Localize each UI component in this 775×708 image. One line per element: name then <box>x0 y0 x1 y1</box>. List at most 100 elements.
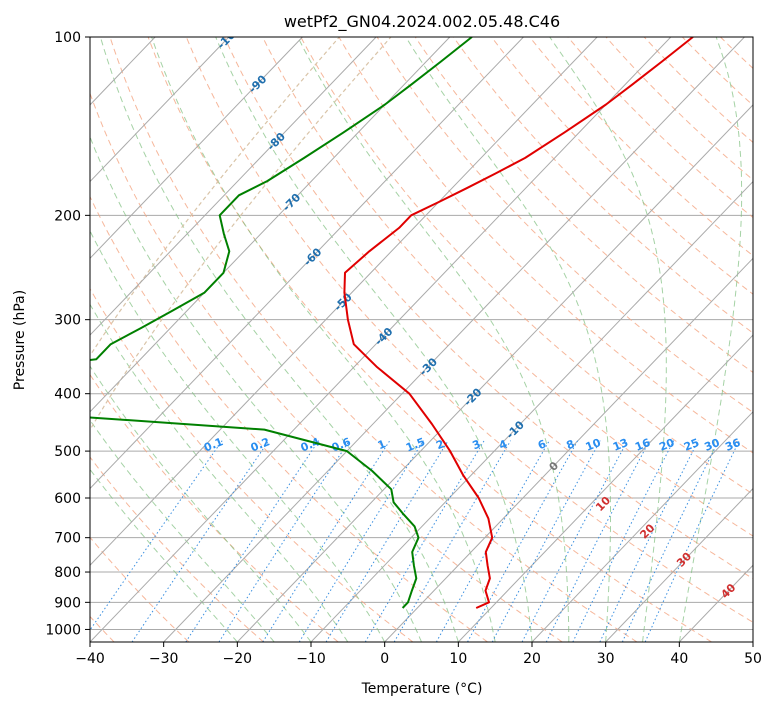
mixing-ratio-label: 0.1 <box>202 435 225 454</box>
isotherm <box>90 37 524 490</box>
mixing-ratio-label: 8 <box>565 437 577 452</box>
y-tick-label: 800 <box>54 565 81 581</box>
mixing-ratio-line <box>131 440 270 642</box>
mixing-ratio-label: 6 <box>536 437 548 452</box>
y-tick-label: 300 <box>54 313 81 329</box>
dry-adiabat <box>414 37 753 374</box>
x-tick-label: 50 <box>744 651 762 667</box>
moist-adiabat <box>90 135 422 642</box>
isotherm <box>531 411 753 642</box>
dry-adiabat <box>90 456 264 642</box>
moist-adiabat <box>90 365 312 642</box>
mixing-ratio-line <box>218 440 350 642</box>
x-tick-label: −40 <box>75 651 105 667</box>
mixing-ratio-label: 0.4 <box>299 435 322 454</box>
plot-frame <box>89 36 754 643</box>
moist-adiabat <box>90 229 386 642</box>
dry-adiabat <box>262 37 753 537</box>
isotherm <box>457 334 753 642</box>
isotherm <box>752 641 753 642</box>
plot-area: 0.1 0.2 0.4 0.6 1 1.5 2 3 4 6 8 10 13 16 20 25 30 36-100-… <box>0 24 775 642</box>
mixing-ratio-line <box>467 440 579 642</box>
dry-adiabat <box>109 37 638 642</box>
dry-adiabat <box>185 37 753 623</box>
mixing-ratio-label: 0.6 <box>330 435 353 454</box>
dry-adiabat <box>681 37 753 106</box>
moist-adiabat <box>678 37 743 642</box>
moist-adiabat <box>90 303 349 642</box>
chart-title: wetPf2_GN04.2024.002.05.48.C46 <box>284 12 560 32</box>
isotherm <box>90 37 598 566</box>
y-tick-label: 100 <box>54 30 81 46</box>
dry-adiabat <box>223 37 753 580</box>
mixing-ratio-label: 25 <box>682 436 701 454</box>
isotherm <box>90 37 377 336</box>
isotherm <box>236 104 753 642</box>
isotherm <box>0 37 8 642</box>
mixing-ratio-label: 3 <box>471 437 483 452</box>
x-tick-label: 0 <box>380 651 389 667</box>
isotherm <box>163 37 745 642</box>
moist-adiabat <box>215 37 533 642</box>
y-tick-label: 500 <box>54 444 81 460</box>
mixing-ratio-line <box>599 440 699 642</box>
dry-adiabat <box>376 37 753 413</box>
moist-adiabat <box>297 37 570 642</box>
mixing-ratio-line <box>90 440 223 632</box>
moist-adiabat <box>90 468 238 642</box>
dry-adiabat <box>490 37 753 295</box>
mixing-ratio-label: 10 <box>584 436 603 454</box>
x-tick-label: 10 <box>449 651 467 667</box>
y-axis-label: Pressure (hPa) <box>12 290 28 390</box>
moist-adiabat <box>405 37 611 642</box>
mixing-ratio-label: 16 <box>633 436 652 454</box>
mixing-ratio-line <box>364 440 485 642</box>
reference-curve <box>90 37 392 431</box>
mixing-ratio-line <box>262 440 391 642</box>
mixing-ratio-label: 4 <box>497 437 509 452</box>
isotherm <box>90 37 303 260</box>
moist-adiabat <box>90 419 275 642</box>
mixing-ratio-line <box>491 440 601 642</box>
axes: −40 −30 −20 −10 0 10 20 30 40 5010020030040050060… <box>45 30 762 667</box>
dry-adiabat <box>90 92 563 642</box>
dewpoint-profile <box>90 37 473 609</box>
mixing-ratio-label: 20 <box>657 436 676 454</box>
mixing-ratio-line <box>644 440 740 642</box>
moist-adiabat <box>99 37 459 642</box>
y-tick-label: 200 <box>54 208 81 224</box>
isotherm <box>90 37 230 183</box>
mixing-ratio-line <box>393 440 512 642</box>
mixing-ratio-line <box>572 440 675 642</box>
moist-adiabat <box>151 37 496 642</box>
dry-adiabat <box>300 37 753 495</box>
moist-adiabat <box>549 37 667 642</box>
isotherm <box>90 37 672 642</box>
y-tick-label: 400 <box>54 387 81 403</box>
x-tick-label: −30 <box>149 651 179 667</box>
mixing-ratio-line <box>185 440 320 642</box>
y-tick-label: 600 <box>54 491 81 507</box>
mixing-ratio-label: 30 <box>703 436 722 454</box>
y-tick-label: 900 <box>54 595 81 611</box>
y-tick-label: 700 <box>54 531 81 547</box>
isotherm <box>605 487 753 642</box>
mixing-ratio-line <box>621 440 720 642</box>
isotherm <box>90 37 451 413</box>
x-tick-label: 30 <box>597 651 615 667</box>
y-tick-label: 1000 <box>45 622 81 638</box>
x-axis-label: Temperature (°C) <box>361 681 483 697</box>
x-tick-label: −20 <box>223 651 253 667</box>
mixing-ratio-label: 0.2 <box>249 435 272 454</box>
dry-adiabat <box>147 37 712 642</box>
isotherm <box>310 180 753 642</box>
mixing-ratio-line <box>298 440 424 642</box>
mixing-ratio-label: 2 <box>434 437 446 452</box>
mixing-ratio-line <box>325 440 449 642</box>
mixing-ratio-line <box>521 440 628 642</box>
mixing-ratio-label: 13 <box>611 436 630 454</box>
x-tick-label: 20 <box>523 651 541 667</box>
dry-adiabat <box>745 24 775 642</box>
mixing-ratio-line <box>435 440 550 642</box>
